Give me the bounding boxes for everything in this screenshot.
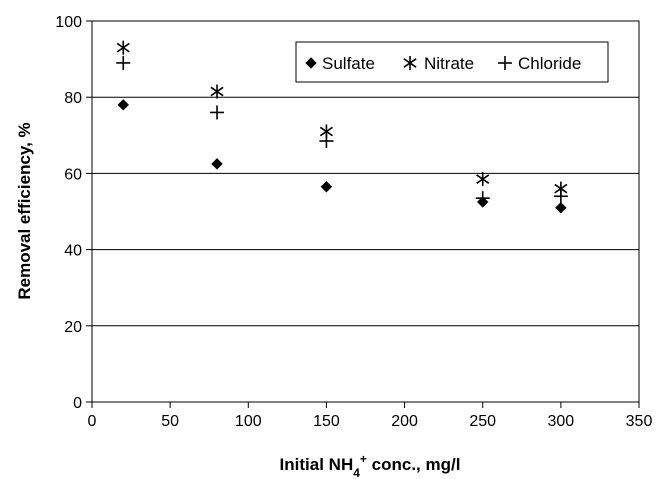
y-tick-label: 0 <box>73 395 82 412</box>
data-points <box>116 40 568 214</box>
point-chloride-4 <box>553 189 568 204</box>
y-axis-title: Removal efficiency, % <box>15 122 34 299</box>
point-sulfate-1 <box>211 158 223 170</box>
x-axis-title: Initial NH4+ conc., mg/l <box>280 452 461 479</box>
legend-marker-sulfate <box>305 57 317 69</box>
y-tick-label: 100 <box>55 14 82 31</box>
x-tick-label: 300 <box>548 413 575 430</box>
legend-label-chloride: Chloride <box>518 54 581 73</box>
legend-marker-nitrate <box>403 56 417 70</box>
point-chloride-0 <box>116 55 131 70</box>
point-nitrate-3 <box>476 172 490 187</box>
point-sulfate-2 <box>320 181 333 193</box>
y-tick-label: 20 <box>64 319 82 336</box>
point-sulfate-4 <box>555 201 567 214</box>
point-nitrate-1 <box>210 84 224 99</box>
plot-area-frame <box>91 20 640 403</box>
point-chloride-2 <box>319 134 334 149</box>
gridlines <box>92 96 639 327</box>
x-tick-label: 150 <box>313 413 340 430</box>
legend-label-sulfate: Sulfate <box>322 54 375 73</box>
y-tick-label: 80 <box>64 90 82 107</box>
legend: Sulfate Nitrate Chloride <box>295 41 609 83</box>
x-tick-label: 350 <box>626 413 653 430</box>
x-tick-label: 250 <box>469 413 496 430</box>
point-chloride-3 <box>475 191 490 206</box>
x-tick-label: 100 <box>235 413 262 430</box>
point-sulfate-0 <box>117 99 129 111</box>
y-axis-ticks: 0 20 40 60 80 100 <box>55 14 92 412</box>
y-tick-label: 40 <box>64 243 82 260</box>
x-tick-label: 50 <box>161 413 179 430</box>
point-nitrate-0 <box>116 40 130 55</box>
legend-box <box>295 41 609 83</box>
legend-marker-chloride <box>498 56 512 70</box>
y-tick-label: 60 <box>64 166 82 183</box>
point-chloride-1 <box>210 105 225 120</box>
legend-label-nitrate: Nitrate <box>424 54 474 73</box>
x-tick-label: 200 <box>391 413 418 430</box>
x-tick-label: 0 <box>88 413 97 430</box>
x-axis-ticks: 0 50 100 150 200 250 300 350 <box>88 402 653 430</box>
